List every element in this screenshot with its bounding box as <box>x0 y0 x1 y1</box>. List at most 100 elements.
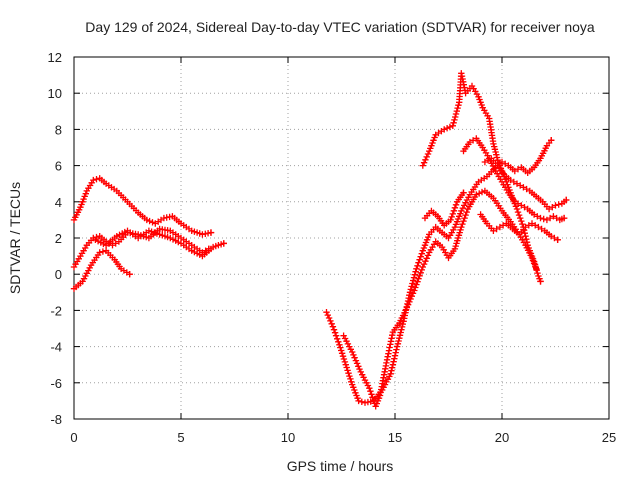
data-point-marker <box>408 283 415 290</box>
data-point-marker <box>346 372 353 380</box>
data-point-marker <box>531 261 539 268</box>
data-point-marker <box>419 263 426 271</box>
data-point-marker <box>514 200 522 207</box>
data-point-marker <box>420 159 428 166</box>
data-point-marker <box>415 275 422 282</box>
data-point-marker <box>347 375 354 383</box>
data-point-marker <box>453 107 460 115</box>
data-point-marker <box>458 223 465 231</box>
data-point-marker <box>422 258 429 265</box>
data-point-marker <box>389 361 397 368</box>
data-point-marker <box>337 344 344 351</box>
data-point-marker <box>331 329 339 336</box>
data-point-marker <box>523 236 530 243</box>
x-tick-label: 20 <box>495 430 509 445</box>
data-point-marker <box>563 196 570 204</box>
data-point-marker <box>413 265 420 272</box>
data-point-marker <box>450 119 457 126</box>
data-point-marker <box>395 337 402 345</box>
data-point-marker <box>325 314 333 322</box>
data-point-marker <box>422 156 429 163</box>
data-point-marker <box>96 249 103 256</box>
data-point-marker <box>330 326 338 333</box>
data-point-marker <box>420 260 428 268</box>
data-point-marker <box>349 348 356 356</box>
y-tick-label: -6 <box>50 376 62 391</box>
data-point-marker <box>461 214 468 222</box>
data-point-marker <box>336 341 343 348</box>
data-point-marker <box>126 271 133 278</box>
chart-title: Day 129 of 2024, Sidereal Day-to-day VTE… <box>85 19 595 35</box>
data-point-marker <box>351 354 358 361</box>
series-arc-4 <box>92 227 227 260</box>
data-point-marker <box>355 397 362 405</box>
data-point-marker <box>367 388 374 395</box>
data-point-marker <box>335 338 342 345</box>
data-point-marker <box>449 122 456 129</box>
data-point-marker <box>388 367 395 374</box>
y-tick-label: -4 <box>50 340 62 355</box>
y-tick-label: 6 <box>55 159 62 174</box>
data-point-marker <box>416 272 423 279</box>
data-point-marker <box>554 236 561 244</box>
y-tick-label: 10 <box>48 86 62 101</box>
data-point-marker <box>332 332 340 339</box>
data-point-marker <box>560 214 568 222</box>
data-point-marker <box>409 280 416 287</box>
data-point-marker <box>476 96 483 103</box>
data-point-marker <box>390 358 397 365</box>
data-point-marker <box>521 230 528 237</box>
data-point-marker <box>411 287 418 294</box>
data-point-marker <box>351 386 358 394</box>
data-point-marker <box>519 220 526 228</box>
data-point-marker <box>355 363 362 370</box>
series-arc-11 <box>477 211 561 244</box>
data-point-marker <box>522 233 529 240</box>
data-point-marker <box>443 125 451 132</box>
series-arc-8 <box>419 70 544 285</box>
series-arc-2 <box>70 225 213 271</box>
data-point-marker <box>417 253 424 260</box>
data-point-marker <box>476 190 483 197</box>
data-point-marker <box>396 332 404 339</box>
data-point-marker <box>388 364 396 371</box>
data-point-marker <box>459 220 466 228</box>
data-point-marker <box>86 264 93 272</box>
data-point-marker <box>358 398 365 405</box>
data-point-marker <box>517 214 524 222</box>
data-point-marker <box>411 271 418 278</box>
data-point-marker <box>552 202 559 209</box>
data-point-marker <box>402 307 409 314</box>
data-point-marker <box>452 110 460 118</box>
data-point-marker <box>523 239 531 246</box>
data-point-marker <box>90 176 97 184</box>
data-point-marker <box>368 391 375 398</box>
data-point-marker <box>397 329 404 336</box>
data-point-marker <box>386 344 393 351</box>
data-point-marker <box>449 210 456 218</box>
data-point-marker <box>341 358 349 366</box>
data-point-marker <box>342 361 349 368</box>
x-axis-label: GPS time / hours <box>287 458 394 474</box>
data-point-marker <box>328 320 335 327</box>
data-point-marker <box>532 264 539 271</box>
data-point-marker <box>452 201 460 208</box>
data-point-marker <box>524 242 531 249</box>
data-series <box>70 70 570 410</box>
data-point-marker <box>414 278 421 285</box>
data-point-marker <box>416 256 423 263</box>
y-tick-label: -8 <box>50 412 62 427</box>
data-point-marker <box>207 229 215 236</box>
data-point-marker <box>410 277 417 284</box>
data-point-marker <box>343 364 350 371</box>
y-tick-label: 8 <box>55 122 62 137</box>
data-point-marker <box>339 353 347 360</box>
data-point-marker <box>389 332 396 339</box>
y-tick-label: 0 <box>55 267 62 282</box>
x-tick-label: 25 <box>602 430 616 445</box>
data-point-marker <box>458 70 465 77</box>
series-arc-5 <box>323 137 555 406</box>
series-arc-1 <box>70 175 215 238</box>
data-point-marker <box>534 269 541 277</box>
data-point-marker <box>515 211 523 219</box>
